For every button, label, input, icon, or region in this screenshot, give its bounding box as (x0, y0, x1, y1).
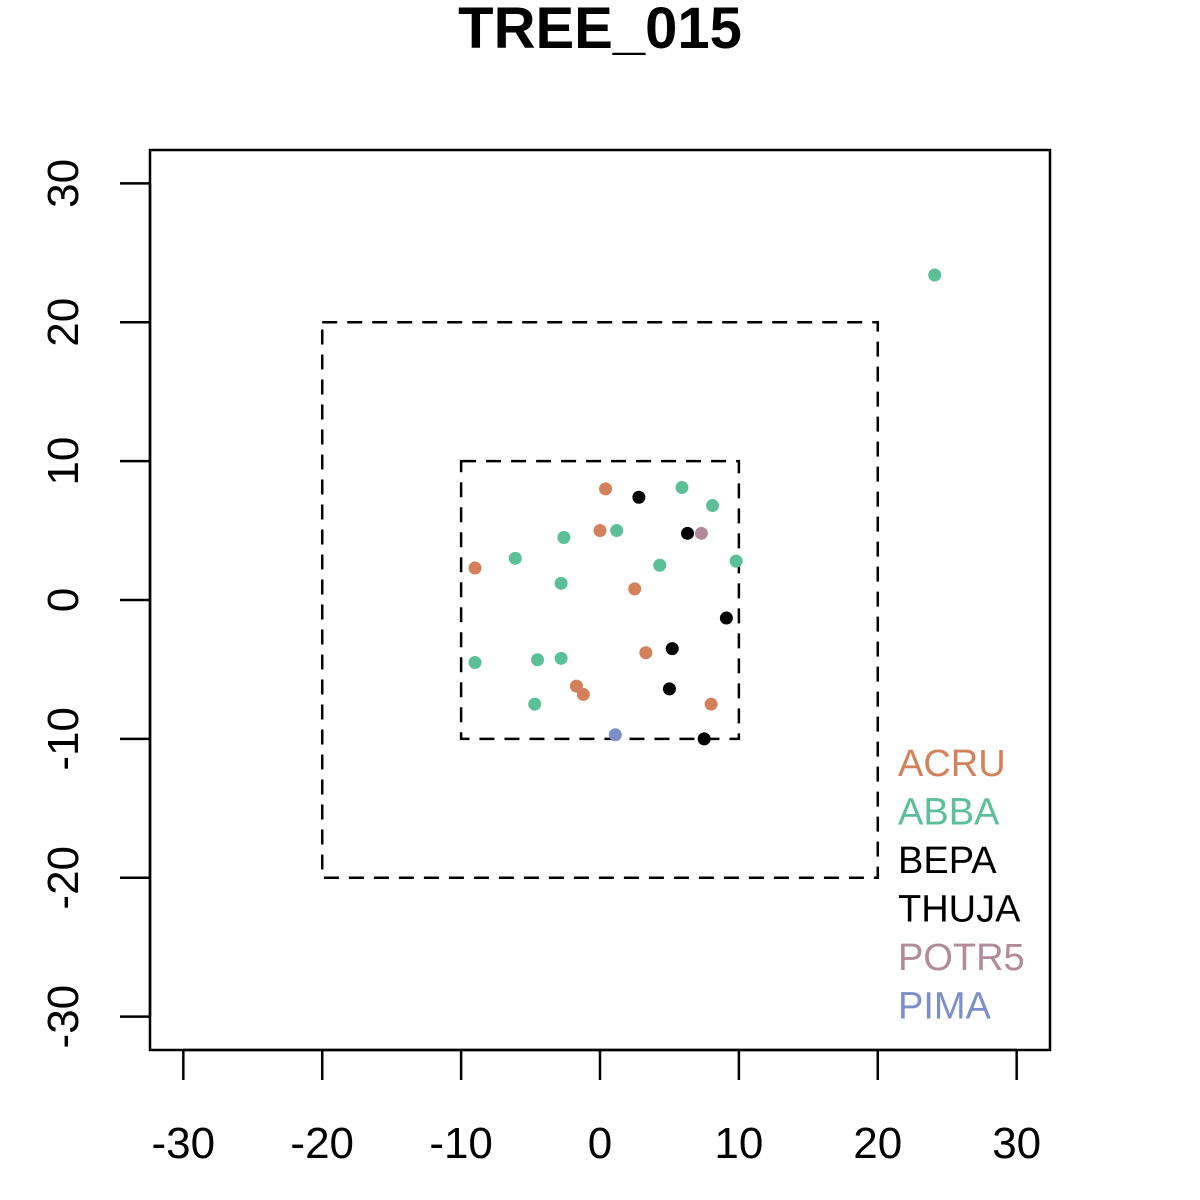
x-tick-label: -10 (429, 1119, 493, 1168)
data-point-abba (468, 656, 482, 669)
x-tick-label: -30 (152, 1119, 216, 1168)
data-point-abba (706, 499, 719, 513)
data-point-acru (576, 687, 590, 701)
data-point-acru (704, 697, 718, 711)
data-point-abba (653, 558, 667, 572)
data-point-abba (557, 531, 571, 544)
data-points (468, 268, 942, 746)
data-point-abba (554, 576, 568, 590)
data-point-abba (508, 551, 522, 565)
data-point-bepa (632, 490, 646, 504)
data-point-bepa (665, 642, 679, 656)
data-point-abba (554, 651, 568, 665)
legend-entry-abba: ABBA (898, 792, 1000, 834)
y-tick-label: 30 (39, 159, 88, 208)
y-tick-label: 20 (39, 298, 88, 347)
x-tick-label: 0 (588, 1119, 612, 1168)
data-point-abba (528, 697, 542, 711)
data-point-bepa (719, 611, 733, 625)
data-point-bepa (662, 682, 676, 696)
legend-entry-acru: ACRU (898, 743, 1006, 785)
data-point-abba (928, 268, 942, 282)
data-point-acru (628, 582, 642, 596)
legend-entry-potr5: POTR5 (898, 937, 1025, 979)
legend-entry-bepa: BEPA (898, 840, 997, 882)
data-point-potr5 (694, 526, 708, 540)
data-point-acru (468, 561, 482, 575)
y-tick-label: 10 (39, 437, 88, 486)
data-point-acru (639, 646, 653, 660)
x-tick-label: 20 (853, 1119, 902, 1168)
chart-title: TREE_015 (458, 0, 742, 61)
data-point-abba (675, 481, 689, 494)
dashed-boundary (320, 320, 880, 880)
data-point-abba (531, 653, 544, 667)
y-tick-label: -10 (39, 707, 88, 771)
data-point-acru (593, 524, 607, 538)
data-point-abba (729, 554, 743, 568)
data-point-abba (610, 524, 624, 538)
y-tick-label: 0 (39, 588, 88, 612)
legend-entry-thuja: THUJA (898, 889, 1021, 931)
x-tick-label: 30 (992, 1119, 1041, 1168)
data-point-pima (608, 728, 622, 742)
y-axis: -30 -20 -10 0 10 20 30 (39, 159, 152, 1049)
legend: ACRU ABBA BEPA THUJA POTR5 PIMA (898, 743, 1025, 1028)
y-tick-label: -30 (39, 985, 88, 1049)
y-tick-label: -20 (39, 846, 88, 910)
plot-boundaries (320, 320, 880, 880)
data-point-acru (599, 482, 613, 496)
x-tick-label: 10 (714, 1119, 763, 1168)
dashed-boundary (459, 459, 741, 741)
data-point-bepa (681, 526, 694, 540)
legend-entry-pima: PIMA (898, 986, 992, 1028)
data-point-bepa (697, 732, 711, 746)
x-tick-label: -20 (290, 1119, 354, 1168)
x-axis: -30 -20 -10 0 10 20 30 (152, 1048, 1041, 1168)
